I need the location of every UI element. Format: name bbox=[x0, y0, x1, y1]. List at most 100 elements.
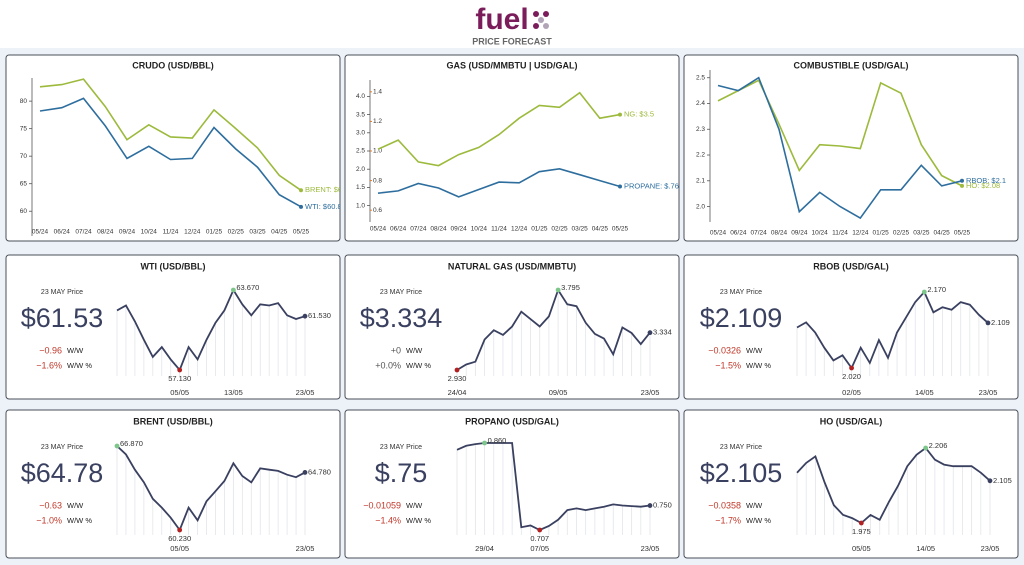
x-tick-label: 23/05 bbox=[641, 544, 660, 553]
series-label: WTI: $60.8 bbox=[305, 202, 342, 211]
y2-tick-label: 1.0 bbox=[373, 148, 382, 155]
point-marker bbox=[647, 330, 653, 336]
price: $.75 bbox=[375, 458, 428, 488]
card-title: RBOB (USD/GAL) bbox=[813, 261, 889, 271]
y-tick-label: 2.5 bbox=[356, 148, 365, 155]
y-tick-label: 2.5 bbox=[696, 74, 705, 81]
change-label: W/W bbox=[67, 346, 84, 355]
change-pct: −1.4% bbox=[375, 515, 401, 525]
x-tick-label: 10/24 bbox=[141, 229, 158, 236]
x-tick-label: 13/05 bbox=[224, 388, 243, 397]
x-tick-label: 23/05 bbox=[296, 388, 315, 397]
x-tick-label: 12/24 bbox=[852, 230, 869, 237]
change-pct-label: W/W % bbox=[406, 361, 431, 370]
point-marker bbox=[921, 289, 927, 295]
price: $2.109 bbox=[700, 303, 783, 333]
card bbox=[5, 409, 341, 559]
x-tick-label: 10/24 bbox=[812, 230, 829, 237]
price: $61.53 bbox=[21, 303, 104, 333]
x-tick-label: 03/25 bbox=[913, 230, 930, 237]
point-marker bbox=[647, 503, 653, 508]
price: $3.334 bbox=[360, 303, 443, 333]
point-label: 64.780 bbox=[308, 467, 331, 476]
change-label: W/W bbox=[406, 346, 423, 355]
y-tick-label: 2.4 bbox=[696, 100, 705, 107]
x-tick-label: 07/24 bbox=[75, 229, 92, 236]
change: −0.0358 bbox=[708, 500, 741, 510]
point-marker bbox=[114, 443, 120, 449]
point-label: 0.707 bbox=[530, 534, 549, 543]
y-tick-label: 3.5 bbox=[356, 111, 365, 118]
series-line bbox=[377, 167, 621, 198]
point-marker bbox=[454, 367, 460, 373]
x-tick-label: 01/25 bbox=[206, 229, 223, 236]
series-line bbox=[717, 76, 963, 220]
x-tick-label: 05/24 bbox=[710, 230, 727, 237]
point-marker bbox=[858, 520, 864, 526]
logo-icon bbox=[533, 11, 549, 29]
card bbox=[5, 254, 341, 400]
point-label: 2.206 bbox=[929, 441, 948, 450]
x-tick-label: 09/24 bbox=[119, 229, 136, 236]
x-tick-label: 01/25 bbox=[531, 226, 548, 233]
price-date: 23 MAY Price bbox=[380, 444, 422, 451]
point-label: 66.870 bbox=[120, 439, 143, 448]
point-label: 2.109 bbox=[991, 318, 1010, 327]
card-title: PROPANO (USD/GAL) bbox=[465, 416, 559, 426]
point-marker bbox=[987, 478, 993, 484]
x-tick-label: 01/25 bbox=[873, 230, 890, 237]
x-tick-label: 04/25 bbox=[271, 229, 288, 236]
sparkline bbox=[116, 445, 306, 532]
x-tick-label: 04/25 bbox=[592, 226, 609, 233]
point-label: 2.105 bbox=[993, 476, 1012, 485]
change-pct-label: W/W % bbox=[406, 516, 431, 525]
x-tick-label: 05/05 bbox=[852, 544, 871, 553]
change-label: W/W bbox=[746, 501, 763, 510]
series-line bbox=[39, 97, 302, 208]
y-tick-label: 4.0 bbox=[356, 93, 365, 100]
x-tick-label: 29/04 bbox=[475, 544, 494, 553]
change: +0 bbox=[391, 345, 401, 355]
y-tick-label: 3.0 bbox=[356, 130, 365, 137]
point-label: 2.170 bbox=[927, 285, 946, 294]
change-pct-label: W/W % bbox=[67, 516, 92, 525]
sparkline bbox=[116, 288, 306, 372]
change-pct: −1.0% bbox=[36, 515, 62, 525]
change-pct-label: W/W % bbox=[746, 516, 771, 525]
sparkline bbox=[456, 442, 651, 531]
point-marker bbox=[177, 367, 183, 373]
card bbox=[344, 54, 680, 242]
series-label: HO: $2.08 bbox=[966, 181, 1000, 190]
change: −0.01059 bbox=[363, 500, 401, 510]
y-tick-label: 2.2 bbox=[696, 152, 705, 159]
subtitle: PRICE FORECAST bbox=[472, 36, 552, 46]
x-tick-label: 05/05 bbox=[170, 388, 189, 397]
point-marker bbox=[849, 365, 854, 371]
point-marker bbox=[537, 527, 543, 533]
change-pct-label: W/W % bbox=[746, 361, 771, 370]
end-point bbox=[618, 112, 622, 117]
point-label: 3.334 bbox=[653, 328, 672, 337]
x-tick-label: 05/24 bbox=[370, 226, 387, 233]
y2-tick-label: 0.8 bbox=[373, 177, 382, 184]
x-tick-label: 23/05 bbox=[296, 544, 315, 553]
x-tick-label: 14/05 bbox=[915, 388, 934, 397]
series-line bbox=[717, 79, 963, 187]
change-pct: −1.7% bbox=[715, 515, 741, 525]
x-tick-label: 06/24 bbox=[730, 230, 747, 237]
x-tick-label: 04/25 bbox=[934, 230, 951, 237]
y-tick-label: 1.0 bbox=[356, 202, 365, 209]
point-label: 2.930 bbox=[448, 374, 467, 383]
point-marker bbox=[177, 527, 183, 533]
x-tick-label: 03/25 bbox=[249, 229, 266, 236]
point-label: 61.530 bbox=[308, 311, 331, 320]
price-date: 23 MAY Price bbox=[720, 444, 762, 451]
line-chart: CRUDO (USD/BBL) 60 65 70 75 80 05/24 06/24 07/24… bbox=[20, 60, 342, 236]
point-label: 3.795 bbox=[561, 283, 580, 292]
series-line bbox=[377, 91, 621, 167]
x-tick-label: 24/04 bbox=[448, 388, 467, 397]
price-date: 23 MAY Price bbox=[41, 289, 83, 296]
point-marker bbox=[985, 320, 991, 326]
chart-title: COMBUSTIBLE (USD/GAL) bbox=[794, 60, 909, 70]
change-pct-label: W/W % bbox=[67, 361, 92, 370]
